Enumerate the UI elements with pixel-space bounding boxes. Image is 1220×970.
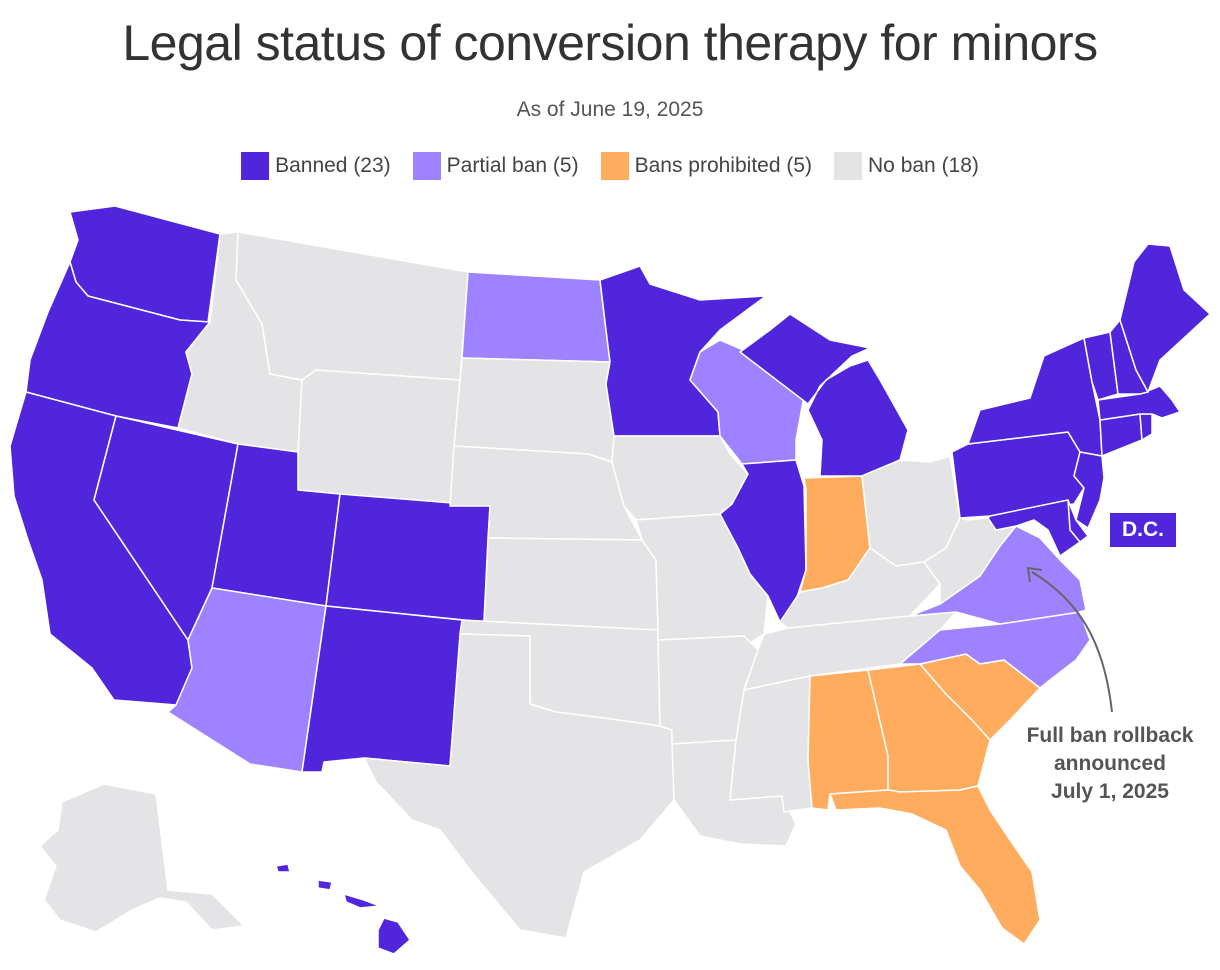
state-hi-group — [275, 863, 411, 955]
rollback-annotation: Full ban rollback announced July 1, 2025 — [1010, 722, 1210, 806]
legend-label-partial-ban: Partial ban (5) — [446, 154, 579, 177]
rollback-annotation-line: Full ban rollback — [1026, 724, 1194, 747]
rollback-annotation-line: July 1, 2025 — [1051, 780, 1169, 803]
state-hi-oahu[interactable] — [317, 879, 333, 891]
legend-label-banned: Banned (23) — [275, 154, 391, 177]
state-tx[interactable] — [363, 633, 675, 939]
chart-subtitle: As of June 19, 2025 — [516, 98, 704, 121]
legend-swatch-partial-ban — [412, 152, 441, 180]
state-ms[interactable] — [729, 675, 813, 813]
state-hi-kauai[interactable] — [275, 863, 291, 873]
state-ri[interactable] — [1139, 413, 1153, 441]
annotation-arrow — [1031, 571, 1113, 713]
rollback-annotation-line: announced — [1053, 752, 1166, 775]
legend: Banned (23) Partial ban (5) Bans prohibi… — [0, 152, 1220, 180]
state-fl[interactable] — [829, 785, 1041, 945]
state-ct[interactable] — [1099, 413, 1143, 457]
state-nj[interactable] — [1073, 451, 1105, 529]
state-me[interactable] — [1119, 243, 1211, 393]
legend-item-bans-prohibited: Bans prohibited (5) — [600, 152, 813, 180]
annotation-arrowhead — [1026, 566, 1043, 583]
state-hi-big-island[interactable] — [377, 917, 411, 955]
state-sd[interactable] — [453, 357, 615, 463]
legend-item-no-ban: No ban (18) — [834, 152, 979, 180]
legend-swatch-banned — [241, 152, 270, 180]
dc-label-box — [1110, 513, 1176, 547]
state-wy[interactable] — [297, 369, 461, 507]
state-hi-maui[interactable] — [343, 893, 381, 909]
state-mi[interactable] — [739, 313, 909, 477]
state-ks[interactable] — [483, 537, 659, 631]
state-ma[interactable] — [1097, 385, 1181, 421]
dc-label: D.C. — [1122, 518, 1164, 541]
state-co[interactable] — [325, 493, 491, 623]
chart-title: Legal status of conversion therapy for m… — [122, 15, 1098, 71]
legend-swatch-no-ban — [834, 152, 863, 180]
legend-label-no-ban: No ban (18) — [868, 154, 979, 177]
state-vt[interactable] — [1083, 331, 1119, 401]
state-ak[interactable] — [39, 783, 245, 933]
legend-item-partial-ban: Partial ban (5) — [412, 152, 579, 180]
state-nd[interactable] — [461, 271, 611, 363]
legend-label-bans-prohibited: Bans prohibited (5) — [634, 154, 813, 177]
state-mt[interactable] — [235, 231, 469, 381]
state-md[interactable] — [987, 499, 1081, 557]
state-nm[interactable] — [301, 605, 463, 773]
legend-item-banned: Banned (23) — [241, 152, 391, 180]
state-il[interactable] — [719, 459, 807, 623]
legend-swatch-bans-prohibited — [600, 152, 629, 180]
